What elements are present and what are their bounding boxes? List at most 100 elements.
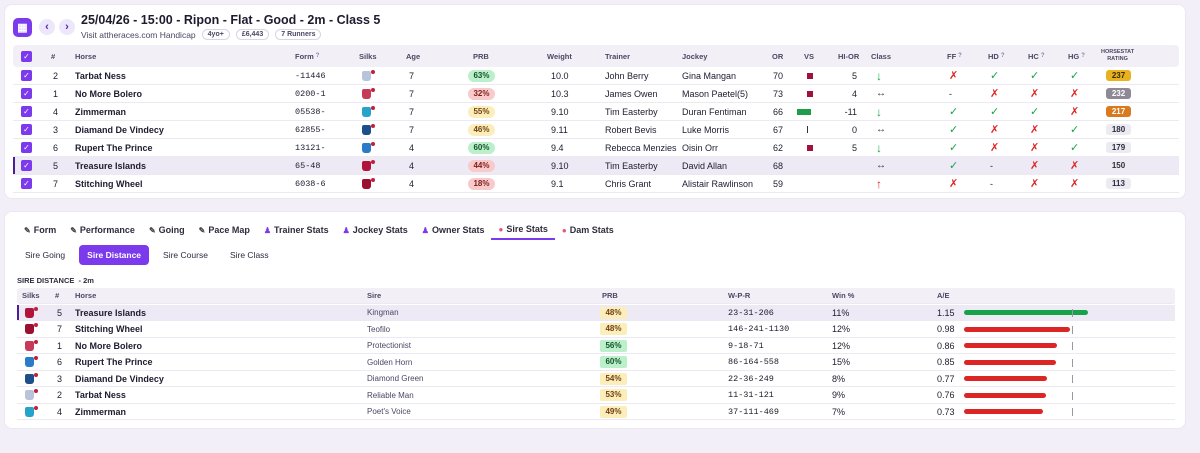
runner-checkbox[interactable]: ✓	[21, 142, 32, 153]
runner-row[interactable]: ✓ 7 Stitching Wheel 6038-6 4 18% 9.1 Chris Gran…	[13, 175, 1179, 193]
col-wpr[interactable]: W-P-R	[728, 291, 751, 300]
sire-row[interactable]: 7 Stitching Wheel Teofilo 48% 146-241-1130 12…	[17, 322, 1175, 338]
jockey-name[interactable]: Gina Mangan	[682, 70, 737, 81]
jockey-name[interactable]: Mason Paetel(5)	[682, 88, 749, 99]
jockey-name[interactable]: David Allan	[682, 160, 728, 171]
runner-checkbox[interactable]: ✓	[21, 88, 32, 99]
runner-checkbox-cell[interactable]: ✓	[21, 175, 32, 192]
tab-pace-map[interactable]: ✎ Pace Map	[192, 220, 257, 240]
horse-name[interactable]: Treasure Islands	[75, 160, 147, 171]
runner-row[interactable]: ✓ 1 No More Bolero 0200-1 7 32% 10.3 James Owen…	[13, 85, 1179, 103]
horse-name[interactable]: Rupert The Prince	[75, 357, 153, 367]
tab-going[interactable]: ✎ Going	[142, 220, 192, 240]
col-prb[interactable]: PRB	[602, 291, 618, 300]
col-hc[interactable]: HC?	[1028, 51, 1045, 61]
col-trainer[interactable]: Trainer	[605, 51, 631, 61]
col-weight[interactable]: Weight	[547, 51, 572, 61]
runner-checkbox-cell[interactable]: ✓	[21, 157, 32, 174]
trainer-name[interactable]: Robert Bevis	[605, 124, 657, 135]
sire-name[interactable]: Golden Horn	[367, 357, 413, 367]
runner-checkbox[interactable]: ✓	[21, 160, 32, 171]
col-ae[interactable]: A/E	[937, 291, 950, 300]
horse-name[interactable]: Zimmerman	[75, 406, 127, 417]
next-race-button[interactable]: ›	[59, 19, 75, 35]
runner-checkbox-cell[interactable]: ✓	[21, 67, 32, 84]
runner-row[interactable]: ✓ 4 Zimmerman 05538- 7 55% 9.10 Tim Easterby Dur…	[13, 103, 1179, 121]
subtab-sire-class[interactable]: Sire Class	[229, 250, 269, 260]
runner-row[interactable]: ✓ 6 Rupert The Prince 13121- 4 60% 9.4 Rebecca …	[13, 139, 1179, 157]
sire-row[interactable]: 3 Diamand De Vindecy Diamond Green 54% 22-36…	[17, 371, 1175, 387]
col-jockey[interactable]: Jockey	[682, 51, 708, 61]
horse-name[interactable]: Rupert The Prince	[75, 142, 153, 153]
prev-race-button[interactable]: ‹	[39, 19, 55, 35]
runner-checkbox[interactable]: ✓	[21, 106, 32, 117]
jockey-name[interactable]: Oisin Orr	[682, 142, 718, 153]
horse-name[interactable]: Stitching Wheel	[75, 178, 143, 189]
horse-name[interactable]: No More Bolero	[75, 340, 143, 351]
horse-name[interactable]: No More Bolero	[75, 88, 143, 99]
col-ff[interactable]: FF?	[947, 51, 962, 61]
sire-row[interactable]: 1 No More Bolero Protectionist 56% 9-18-71 12…	[17, 338, 1175, 354]
horse-name[interactable]: Tarbat Ness	[75, 70, 126, 81]
trainer-name[interactable]: Chris Grant	[605, 178, 652, 189]
horse-name[interactable]: Diamand De Vindecy	[75, 124, 164, 135]
subtab-sire-distance[interactable]: Sire Distance	[79, 245, 150, 265]
tab-owner-stats[interactable]: ♟ Owner Stats	[415, 220, 492, 240]
col-class[interactable]: Class	[871, 51, 892, 61]
runner-checkbox-cell[interactable]: ✓	[21, 85, 32, 102]
sire-name[interactable]: Poet's Voice	[367, 407, 411, 416]
horse-name[interactable]: Treasure Islands	[75, 307, 147, 318]
runner-checkbox-cell[interactable]: ✓	[21, 121, 32, 138]
jockey-name[interactable]: Alistair Rawlinson	[682, 178, 754, 189]
tab-dam-stats[interactable]: ● Dam Stats	[555, 220, 621, 240]
col-hior[interactable]: HI-OR	[838, 51, 860, 61]
runner-row[interactable]: ✓ 3 Diamand De Vindecy 62855- 7 46% 9.11 Robert…	[13, 121, 1179, 139]
col-horse[interactable]: Horse	[75, 291, 97, 300]
col-form[interactable]: Form?	[295, 51, 320, 61]
col-age[interactable]: Age	[406, 51, 421, 61]
col-sire[interactable]: Sire	[367, 291, 382, 300]
jockey-name[interactable]: Luke Morris	[682, 124, 730, 135]
horse-name[interactable]: Diamand De Vindecy	[75, 373, 164, 384]
tab-trainer-stats[interactable]: ♟ Trainer Stats	[257, 220, 336, 240]
sire-row[interactable]: 6 Rupert The Prince Golden Horn 60% 86-164-5…	[17, 355, 1175, 371]
sire-name[interactable]: Protectionist	[367, 341, 412, 350]
trainer-name[interactable]: Tim Easterby	[605, 106, 658, 117]
col-rating[interactable]: HORSESTAT RATING	[1101, 49, 1135, 62]
col-hg[interactable]: HG?	[1068, 51, 1085, 61]
trainer-name[interactable]: James Owen	[605, 88, 658, 99]
sire-name[interactable]: Kingman	[367, 308, 399, 317]
trainer-name[interactable]: Rebecca Menzies	[605, 142, 677, 153]
tab-form[interactable]: ✎ Form	[17, 220, 63, 240]
subtab-sire-course[interactable]: Sire Course	[163, 250, 208, 260]
runner-checkbox[interactable]: ✓	[21, 178, 32, 189]
col-win[interactable]: Win %	[832, 291, 855, 300]
trainer-name[interactable]: John Berry	[605, 70, 649, 81]
runner-checkbox[interactable]: ✓	[21, 124, 32, 135]
runner-checkbox-cell[interactable]: ✓	[21, 103, 32, 120]
sire-row[interactable]: 2 Tarbat Ness Reliable Man 53% 11-31-121 9% 0.…	[17, 388, 1175, 404]
sire-row[interactable]: 4 Zimmerman Poet's Voice 49% 37-111-469 7% 0.7…	[17, 404, 1175, 420]
col-hd[interactable]: HD?	[988, 51, 1005, 61]
horse-name[interactable]: Zimmerman	[75, 106, 127, 117]
subtab-sire-going[interactable]: Sire Going	[25, 250, 66, 260]
sire-name[interactable]: Reliable Man	[367, 390, 414, 400]
trainer-name[interactable]: Tim Easterby	[605, 160, 658, 171]
col-prb[interactable]: PRB	[473, 51, 489, 61]
tab-jockey-stats[interactable]: ♟ Jockey Stats	[336, 220, 415, 240]
select-all-checkbox[interactable]: ✓	[21, 50, 32, 62]
horse-name[interactable]: Stitching Wheel	[75, 324, 143, 334]
col-horse[interactable]: Horse	[75, 51, 97, 61]
sire-name[interactable]: Diamond Green	[367, 374, 424, 383]
col-or[interactable]: OR	[772, 51, 784, 61]
tab-performance[interactable]: ✎ Performance	[63, 220, 142, 240]
sire-row[interactable]: 5 Treasure Islands Kingman 48% 23-31-206 11% 1…	[17, 305, 1175, 321]
runner-row[interactable]: ✓ 5 Treasure Islands 65-48 4 44% 9.10 Tim Easte…	[13, 157, 1179, 175]
runner-checkbox[interactable]: ✓	[21, 70, 32, 81]
horse-name[interactable]: Tarbat Ness	[75, 390, 126, 400]
runner-checkbox-cell[interactable]: ✓	[21, 139, 32, 156]
calendar-icon[interactable]: ▦	[13, 18, 32, 37]
sire-name[interactable]: Teofilo	[367, 324, 391, 334]
jockey-name[interactable]: Duran Fentiman	[682, 106, 747, 117]
runner-row[interactable]: ✓ 2 Tarbat Ness -11446 7 63% 10.0 John Berry Gin…	[13, 67, 1179, 85]
